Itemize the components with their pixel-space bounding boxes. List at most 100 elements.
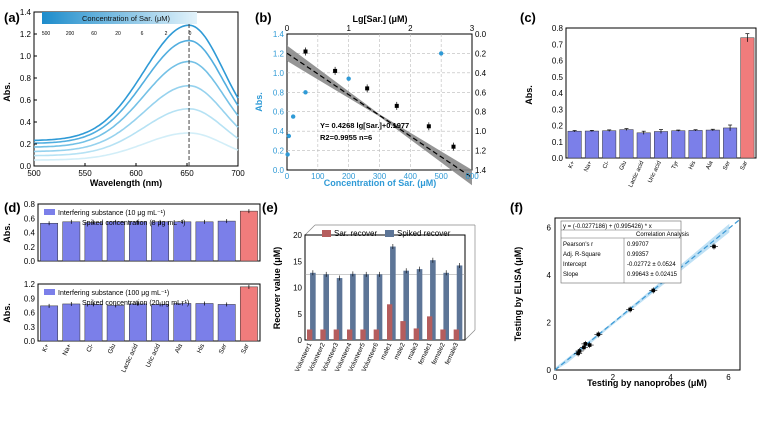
panel-b-top-xlabel: Lg[Sar.] (μM) (352, 14, 407, 24)
panel-d-top-frame (37, 203, 261, 262)
y-tick-label: 1.4 (20, 8, 32, 17)
y-tick-label: 0.1 (552, 138, 564, 147)
x-tick-label: Ser (723, 160, 732, 171)
panel-b-points (285, 47, 456, 157)
bar (62, 221, 81, 262)
table-value: 0.99357 (627, 252, 649, 258)
bar (195, 303, 214, 342)
panel-e-legend-sar: Sar. recover (334, 229, 377, 238)
colorbar-tick-label: 6 (141, 31, 144, 37)
sar-bar (387, 304, 393, 340)
y-tick-label: 0.2 (273, 147, 285, 156)
panel-f-xlabel: Testing by nanoprobes (μM) (587, 378, 707, 388)
x-tick-label: Cl- (85, 343, 95, 353)
bar (723, 127, 738, 159)
bar (106, 221, 125, 262)
black-point (303, 49, 308, 54)
x-tick-label: Ala (174, 343, 184, 355)
panel-f-stats-table (560, 220, 682, 284)
bar (239, 286, 258, 342)
y-tick-label: 0.0 (20, 162, 32, 171)
sar-bar (360, 329, 366, 340)
bar (567, 130, 582, 159)
x-tick-label: male3 (406, 342, 420, 361)
panel-a-colorbar-ticks: 500 200 60 20 6 2 0 (42, 31, 192, 37)
x-tick-label: male2 (393, 342, 407, 361)
panel-b-xlabel: Concentration of Sar. (μM) (324, 178, 437, 188)
y-tick-label: 2 (547, 319, 552, 328)
x-tick-label: K+ (568, 160, 577, 170)
y-tick-label: 0.3 (24, 323, 36, 332)
panel-f-axis-ticks: 0 2 4 6 0 2 4 6 (547, 224, 732, 383)
colorbar-tick-label: 60 (91, 31, 97, 37)
bar (84, 222, 103, 262)
spiked-bar (363, 274, 369, 340)
panel-e-legend-spiked: Spiked recover (397, 229, 451, 238)
panel-c-ylabel: Abs. (524, 85, 534, 105)
spiked-bar (416, 269, 423, 340)
bar (740, 37, 755, 159)
y-tick-label: 0.4 (20, 118, 32, 127)
panel-e-legend-swatch-sar (322, 230, 331, 237)
bar (705, 129, 720, 159)
y-tick-label: 0.0 (24, 337, 36, 346)
y-tick-label: 0.0 (552, 154, 564, 163)
panel-d-label: (d) (4, 200, 21, 215)
bar (217, 220, 236, 262)
colorbar-tick-label: 500 (42, 31, 51, 37)
bar (151, 304, 170, 342)
panel-a-plot-frame (33, 11, 239, 167)
x-tick-label: His (688, 160, 697, 170)
right-tick-label: 0.2 (475, 49, 487, 58)
sar-bar (373, 329, 379, 340)
panel-e-bars (305, 244, 465, 340)
data-point (582, 345, 586, 350)
panel-d: (d) 0.0 0.2 0.4 0.6 0.8 0.0 0.3 0.6 0.9 1.2 K+ Na+ C… (2, 200, 261, 374)
y-tick-label: 0.4 (24, 229, 36, 238)
y-tick-label: 5 (298, 310, 303, 319)
x-tick-label: Tyr (671, 160, 680, 170)
x-tick-label: Lactic acid (120, 343, 139, 374)
data-point (596, 332, 601, 337)
panel-f-fit-equation: y = (-0.0277186) + (0.995426) * x (563, 224, 652, 230)
panel-d-bottom-legend-1: Interfering substance (100 μg mL⁻¹) (58, 290, 169, 297)
sar-bar (347, 329, 353, 340)
spectrum-curve (33, 39, 239, 144)
top-tick-label: 3 (470, 24, 475, 33)
bar (40, 222, 59, 262)
y-tick-label: 1.4 (273, 30, 285, 39)
right-tick-label: 0.4 (475, 69, 487, 78)
black-point (451, 144, 456, 149)
right-tick-label: 1.0 (475, 127, 487, 136)
panel-b-ylabel: Abs. (254, 92, 264, 112)
data-point (587, 343, 592, 347)
top-tick-label: 0 (285, 24, 290, 33)
panel-d-top-legend-2: Spiked concentration (8 μg mL⁻¹) (82, 220, 185, 227)
y-tick-label: 0 (547, 366, 552, 375)
panel-a-colorbar-title: Concentration of Sar. (μM) (82, 14, 171, 23)
x-tick-label: 600 (129, 169, 143, 178)
panel-c: (c) 0.0 0.1 0.2 0.3 0.4 0.5 0.6 0.7 0.8 K+ Na+ Cl- G… (520, 10, 757, 189)
blue-point (346, 76, 351, 81)
panel-f-label: (f) (510, 200, 523, 215)
panel-d-bottom-frame (37, 283, 261, 342)
y-tick-label: 1.2 (273, 49, 285, 58)
y-tick-label: 10 (293, 284, 302, 293)
x-tick-label: Ser (218, 342, 229, 355)
panel-e-3d-edge (304, 224, 316, 236)
blue-point (303, 90, 308, 95)
spiked-bar (390, 246, 396, 340)
x-tick-label: K+ (41, 343, 51, 354)
bar (106, 305, 125, 342)
panel-d-top-ylabel: Abs. (2, 223, 12, 243)
panel-f-points (574, 243, 718, 357)
x-tick-label: 300 (373, 172, 387, 181)
spectrum-curve (33, 24, 239, 142)
sar-bar (400, 321, 406, 340)
x-tick-label: Na+ (584, 160, 594, 173)
y-tick-label: 0.9 (24, 294, 36, 303)
panel-b: (b) 0 100 200 300 400 500 600 0.0 0.2 0.4 0.6 0.8 1.… (254, 10, 487, 188)
sar-bar (320, 329, 326, 340)
